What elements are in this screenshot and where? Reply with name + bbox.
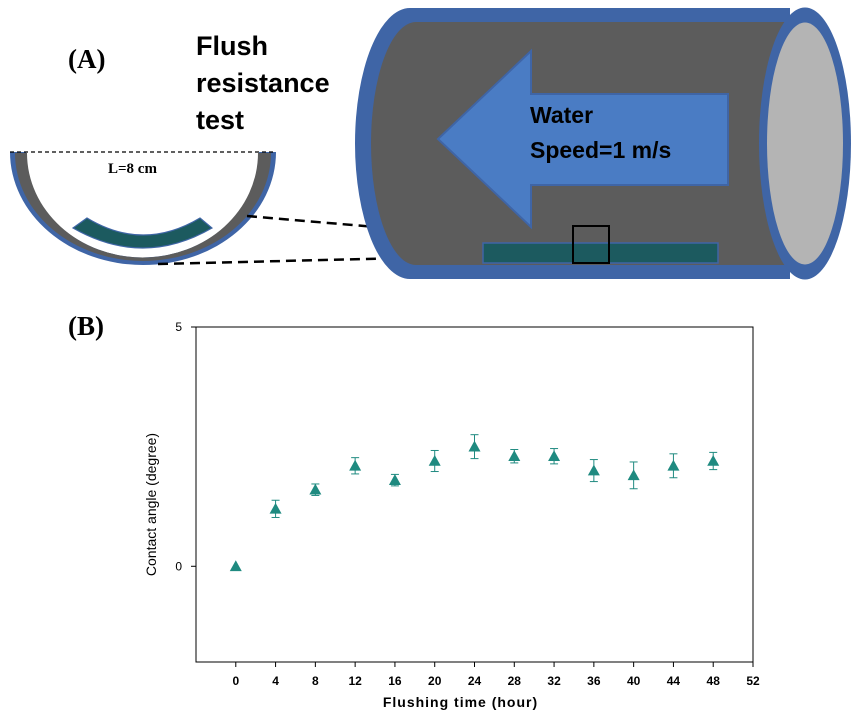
panel-a-title-line-1: Flush xyxy=(196,31,268,61)
speed-label: Speed=1 m/s xyxy=(530,137,671,163)
coating-sample xyxy=(71,217,214,249)
panel-a-label: (A) xyxy=(68,44,105,74)
x-tick-label: 28 xyxy=(508,674,522,688)
panel-b-label: (B) xyxy=(68,311,104,341)
x-tick-label: 20 xyxy=(428,674,442,688)
x-tick-label: 16 xyxy=(388,674,402,688)
data-point-triangle xyxy=(508,450,521,462)
water-flow-arrow: Water Speed=1 m/s xyxy=(436,48,729,230)
data-point-triangle xyxy=(707,455,720,466)
pipe-end-opening xyxy=(767,22,843,265)
data-point-triangle xyxy=(548,450,561,462)
data-point-triangle xyxy=(587,464,600,476)
arrow-left-icon xyxy=(436,48,729,230)
panel-a-title-line-2: resistance xyxy=(196,68,330,98)
x-tick-label: 24 xyxy=(468,674,482,688)
y-tick-label: 0 xyxy=(175,559,182,573)
x-tick-label: 44 xyxy=(667,674,681,688)
data-point-triangle xyxy=(388,474,401,485)
length-label: L=8 cm xyxy=(108,161,157,177)
x-tick-label: 8 xyxy=(312,674,319,688)
y-tick-label: 5 xyxy=(175,320,182,334)
x-tick-label: 48 xyxy=(707,674,721,688)
plot-frame xyxy=(195,326,754,663)
data-point-triangle xyxy=(428,455,441,466)
pipe-coating-sample xyxy=(482,242,719,264)
x-tick-label: 36 xyxy=(587,674,601,688)
zoom-box xyxy=(572,225,610,264)
data-point-triangle xyxy=(269,502,282,514)
half-pipe-section: L=8 cm xyxy=(10,151,276,265)
data-point-triangle xyxy=(349,459,362,471)
data-point-triangle xyxy=(627,469,640,481)
zoom-line-bottom xyxy=(157,252,575,266)
data-point-triangle xyxy=(667,459,680,471)
x-axis-label: Flushing time (hour) xyxy=(383,694,538,710)
data-point-triangle xyxy=(229,560,242,572)
x-tick-label: 0 xyxy=(232,674,239,688)
data-point-triangle xyxy=(309,483,322,495)
panel-a-title-line-3: test xyxy=(196,105,244,135)
water-label: Water xyxy=(530,102,593,128)
panel-a-title: Flush resistance test xyxy=(196,31,330,135)
x-tick-label: 4 xyxy=(272,674,279,688)
x-tick-label: 40 xyxy=(627,674,641,688)
x-tick-label: 12 xyxy=(348,674,362,688)
y-axis-label: Contact angle (degree) xyxy=(143,433,159,576)
x-tick-label: 52 xyxy=(746,674,760,688)
data-point-triangle xyxy=(468,440,481,452)
x-tick-label: 32 xyxy=(547,674,561,688)
